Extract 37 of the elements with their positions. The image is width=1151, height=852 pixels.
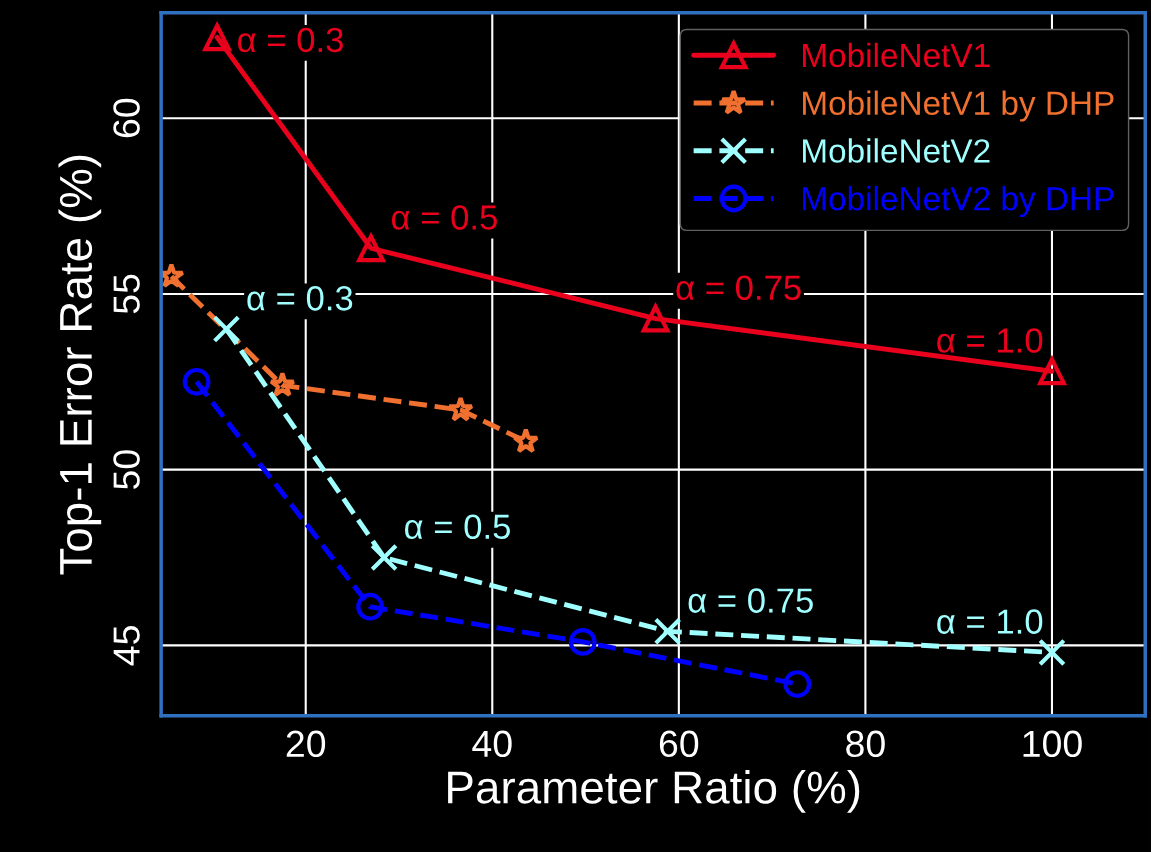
annotation: α = 0.5: [391, 205, 497, 230]
annotation: α = 0.3: [238, 27, 343, 53]
annotation: α = 1.0: [937, 328, 1043, 353]
point: [357, 234, 385, 263]
x-tick-label: 80: [846, 730, 885, 758]
y-axis-title: Top-1 Error Rate (%): [58, 155, 102, 575]
annotation: α = 0.5: [404, 514, 510, 540]
point: [1038, 638, 1066, 667]
x-tick-label: 60: [659, 730, 699, 758]
point: [653, 617, 682, 646]
annotation: α = 1.0: [937, 609, 1043, 634]
annotation: α = 0.3: [247, 286, 353, 311]
legend-label: MobileNetV1: [803, 42, 990, 68]
point: [269, 371, 296, 397]
point: [182, 367, 211, 396]
x-tick-label: 40: [472, 730, 512, 758]
point: [370, 543, 398, 572]
point: [512, 427, 540, 454]
annotation: α = 0.75: [688, 588, 813, 613]
y-tick-label: 45: [113, 626, 140, 666]
point: [447, 396, 474, 422]
x-tick-label: 20: [286, 730, 326, 758]
point: [212, 315, 241, 343]
y-tick-label: 60: [113, 98, 140, 138]
x-axis-title: Parameter Ratio (%): [448, 770, 860, 813]
y-tick-label: 50: [113, 450, 140, 490]
y-tick-label: 55: [113, 274, 140, 314]
point: [356, 592, 384, 621]
legend-label: MobileNetV1 by DHP: [803, 90, 1114, 122]
legend-label: MobileNetV2 by DHP: [803, 186, 1114, 218]
point: [568, 627, 597, 656]
point: [1038, 357, 1066, 386]
annotation: α = 0.75: [676, 275, 801, 301]
point: [203, 23, 231, 52]
point: [783, 670, 812, 698]
x-tick-label: 100: [1023, 730, 1082, 758]
legend-label: MobileNetV2: [803, 138, 990, 163]
